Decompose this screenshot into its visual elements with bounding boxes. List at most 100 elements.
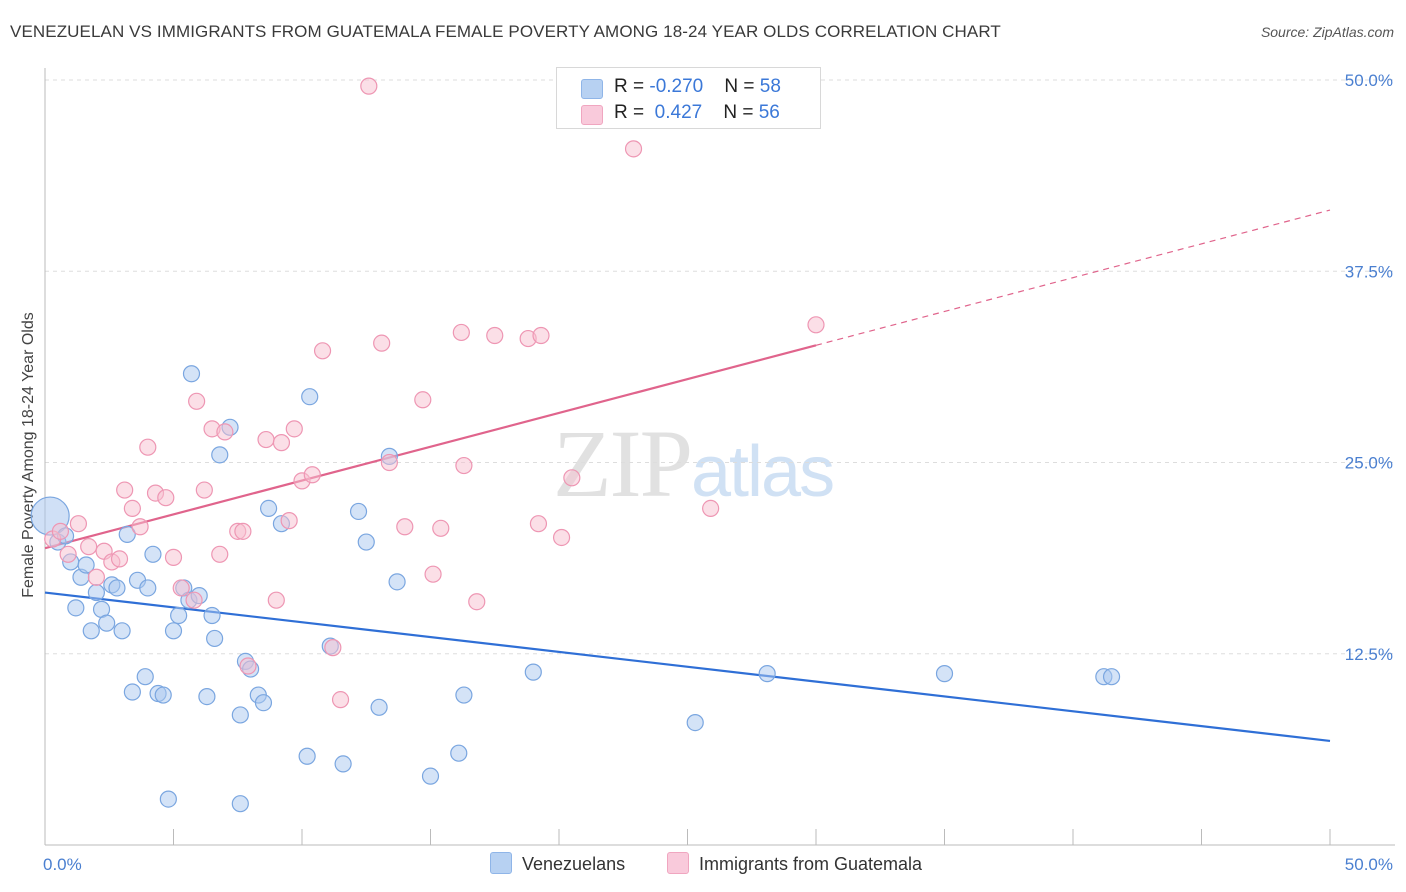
guatemala-point	[123, 499, 141, 517]
guatemala-point	[157, 489, 175, 507]
guatemala-point	[702, 499, 720, 517]
guatemala-point	[424, 565, 442, 583]
bottom-legend-guatemala: Immigrants from Guatemala	[667, 852, 922, 875]
guatemala-point	[195, 481, 213, 499]
venezuelan-point	[164, 622, 183, 640]
guatemala-point	[285, 420, 303, 438]
venezuelan-point	[231, 706, 249, 724]
venezuelan-point	[758, 665, 776, 683]
guatemala-point	[452, 323, 470, 342]
venezuelan-point	[388, 573, 406, 591]
venezuelan-point	[67, 599, 85, 617]
source-label: Source: ZipAtlas.com	[1260, 24, 1394, 40]
guatemala-point	[239, 657, 257, 675]
legend-r-label: R =	[614, 76, 650, 97]
guatemala-point	[51, 522, 70, 540]
guatemala-trend-line-extension	[815, 209, 1331, 346]
legend-n-value: 56	[758, 102, 780, 123]
guatemala-trend-line	[44, 344, 817, 550]
guatemala-point	[624, 140, 643, 158]
venezuelan-point	[136, 668, 154, 686]
guatemala-point	[324, 639, 342, 657]
guatemala-point	[59, 545, 77, 563]
legend-swatch-pink	[581, 105, 603, 125]
legend-n-label: N =	[724, 76, 760, 97]
guatemala-point	[80, 538, 98, 556]
venezuelan-point	[198, 687, 216, 706]
venezuelan-point	[87, 583, 106, 602]
venezuelan-point	[301, 388, 319, 406]
legend-n-value: 58	[759, 76, 781, 97]
trend-lines	[44, 209, 1331, 743]
guatemala-point	[267, 591, 285, 609]
guatemala-point	[807, 316, 825, 334]
venezuelan-point	[450, 744, 468, 762]
venezuelan-point	[357, 533, 375, 551]
venezuelan-point	[1102, 668, 1121, 686]
venezuelan-point	[108, 579, 126, 597]
y-tick-label: 37.5%	[1345, 262, 1393, 281]
venezuelan-point	[686, 713, 704, 732]
guatemala-point	[486, 326, 504, 345]
guatemala-point	[360, 77, 378, 95]
guatemala-point	[331, 691, 350, 709]
legend-n-label: N =	[723, 102, 759, 123]
tick-labels: 12.5% 25.0% 37.5% 50.0% 0.0% 50.0%	[43, 71, 1393, 874]
venezuelan-trend-line	[44, 591, 1331, 743]
x-tick-label-min: 0.0%	[43, 855, 82, 874]
bottom-legend-swatch-blue	[490, 852, 512, 874]
guatemala-point	[110, 550, 129, 568]
legend-text-venezuelans: R = -0.270 N = 58	[614, 76, 781, 98]
guatemala-point	[303, 466, 321, 484]
guatemala-point	[529, 515, 548, 533]
guatemala-point	[139, 438, 157, 456]
guatemala-point	[272, 434, 291, 452]
guatemala-point	[532, 326, 550, 345]
venezuelan-point	[203, 606, 221, 625]
guatemala-point	[131, 518, 149, 536]
y-tick-label: 12.5%	[1345, 645, 1393, 664]
guatemala-point	[563, 469, 581, 487]
venezuelan-point	[254, 694, 273, 712]
x-tick-label-max: 50.0%	[1345, 855, 1393, 874]
venezuelan-point	[113, 622, 131, 640]
venezuelan-point	[935, 665, 954, 683]
venezuelan-point	[98, 614, 116, 632]
guatemala-point	[87, 568, 106, 586]
venezuelan-point	[334, 755, 352, 773]
venezuelan-point	[77, 556, 95, 574]
guatemala-point	[313, 342, 332, 360]
guatemala-point	[455, 456, 473, 475]
guatemala-point	[552, 528, 571, 547]
guatemala-point	[216, 423, 234, 441]
guatemala-point	[116, 481, 134, 499]
bottom-legend-swatch-pink	[667, 852, 689, 874]
guatemala-point	[373, 334, 391, 352]
correlation-legend: R = -0.270 N = 58 R = 0.427 N = 56	[556, 67, 821, 129]
legend-r-value: -0.270	[649, 76, 704, 97]
venezuelan-point	[118, 525, 136, 544]
venezuelan-point	[524, 663, 542, 681]
venezuelan-point	[82, 622, 100, 640]
venezuelan-point	[370, 698, 388, 716]
guatemala-point	[396, 518, 414, 536]
venezuelan-point	[159, 790, 177, 808]
guatemala-point	[185, 591, 203, 609]
guatemala-point	[414, 391, 432, 409]
venezuelans-points	[30, 365, 1121, 813]
guatemala-point	[257, 430, 275, 449]
y-tick-label: 25.0%	[1345, 454, 1393, 473]
venezuelan-point	[154, 686, 172, 704]
guatemala-point	[380, 453, 398, 472]
venezuelan-point	[123, 683, 141, 701]
venezuelan-point	[139, 579, 157, 597]
guatemala-point	[234, 522, 252, 540]
guatemala-point	[164, 548, 183, 566]
y-tick-label: 50.0%	[1345, 71, 1393, 90]
axes	[44, 68, 1395, 846]
venezuelan-point	[231, 795, 249, 813]
guatemala-point	[172, 579, 190, 597]
gridlines	[45, 79, 1395, 655]
bottom-legend-venezuelans: Venezuelans	[490, 852, 625, 875]
